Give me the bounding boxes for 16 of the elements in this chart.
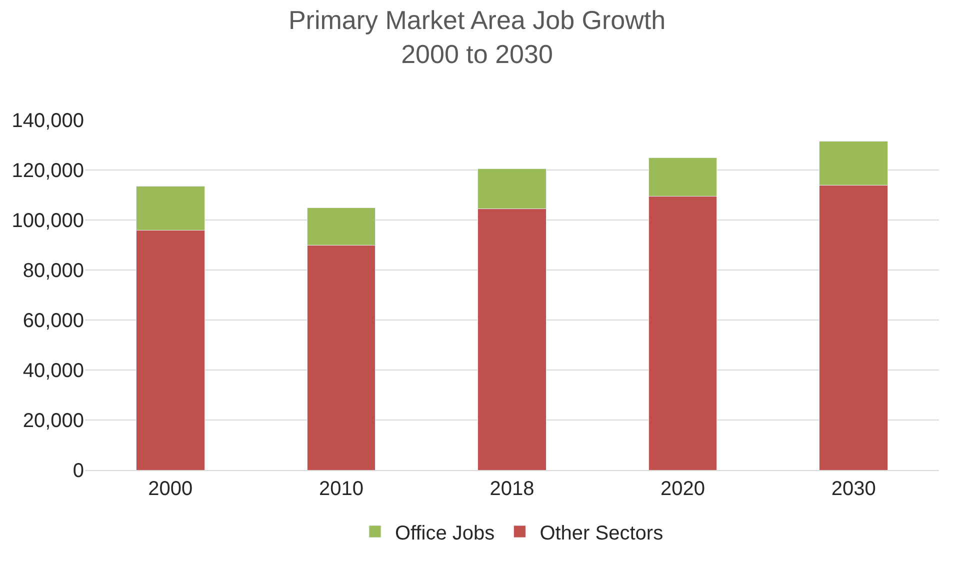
x-tick-label: 2030 xyxy=(831,478,876,500)
y-tick-label: 140,000 xyxy=(12,110,84,132)
y-tick-label: 0 xyxy=(72,460,84,482)
y-tick-label: 120,000 xyxy=(12,160,84,182)
y-tick-label: 20,000 xyxy=(22,410,84,432)
x-tick-label: 2000 xyxy=(148,478,193,500)
y-tick-label: 100,000 xyxy=(12,210,84,232)
x-tick-label: 2010 xyxy=(318,478,364,500)
legend-label: Other Sectors xyxy=(540,522,664,544)
legend-label: Office Jobs xyxy=(395,522,495,544)
x-tick-label: 2018 xyxy=(490,478,534,500)
chart-title: Primary Market Area Job Growth 2000 to 2030 xyxy=(288,5,666,69)
y-tick-label: 60,000 xyxy=(22,310,84,332)
y-tick-label: 40,000 xyxy=(22,360,84,382)
x-tick-label: 2020 xyxy=(660,478,706,500)
y-tick-label: 80,000 xyxy=(22,260,84,282)
